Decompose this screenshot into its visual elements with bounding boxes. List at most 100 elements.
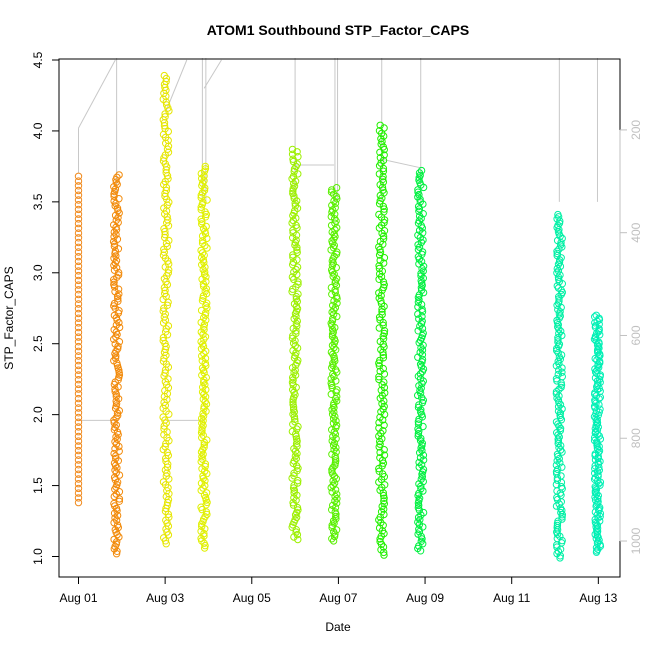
data-point (553, 429, 561, 437)
data-point (198, 426, 206, 435)
data-point (553, 346, 561, 355)
data-point (159, 307, 167, 315)
data-point (74, 361, 83, 370)
data-point (594, 514, 602, 522)
data-point (112, 321, 121, 329)
data-point (113, 173, 121, 182)
data-point (553, 215, 561, 223)
data-point (416, 348, 424, 357)
data-point (74, 234, 83, 242)
data-point (554, 407, 563, 415)
data-point (556, 409, 565, 417)
data-point (161, 113, 169, 121)
data-point (201, 241, 209, 250)
data-points (74, 71, 605, 562)
data-point (197, 527, 205, 535)
data-point (198, 352, 206, 360)
data-point (332, 448, 340, 456)
data-point (415, 525, 423, 533)
data-point (74, 186, 83, 195)
data-point (74, 456, 83, 464)
data-point (291, 241, 299, 249)
y2-tick-label: 600 (629, 325, 643, 345)
data-point (330, 190, 338, 199)
data-point (593, 418, 602, 427)
data-point (556, 446, 565, 454)
data-point (292, 295, 301, 303)
data-point (74, 281, 83, 289)
data-point (331, 412, 339, 421)
data-point (198, 253, 206, 262)
data-point (375, 362, 384, 370)
data-point (328, 266, 336, 274)
data-point (113, 538, 121, 546)
data-point (552, 418, 561, 426)
data-point (330, 439, 339, 447)
data-point (160, 248, 169, 257)
data-point (329, 361, 337, 370)
data-point (332, 292, 341, 301)
data-point (375, 264, 384, 273)
data-point (291, 415, 299, 423)
data-point (74, 432, 83, 441)
y-axis: 1.0 1.5 2.0 2.5 3.0 3.5 4.0 4.5 (31, 51, 60, 565)
data-point (74, 342, 83, 351)
data-point (290, 180, 298, 188)
data-point (289, 187, 297, 195)
data-point (197, 486, 205, 495)
data-point (289, 400, 297, 409)
data-point (375, 467, 383, 475)
data-point (379, 235, 388, 243)
data-point (199, 198, 207, 207)
data-point (74, 177, 83, 185)
data-point (558, 372, 566, 381)
data-point (554, 370, 562, 379)
data-point (419, 451, 428, 459)
data-point (110, 311, 119, 320)
data-point (332, 443, 340, 452)
data-point (554, 357, 562, 366)
data-point (555, 500, 563, 508)
data-point (74, 428, 83, 436)
data-point (198, 220, 206, 228)
data-point (419, 508, 428, 517)
data-point (74, 480, 83, 488)
data-point (331, 279, 339, 287)
data-point (288, 427, 297, 436)
data-point (591, 487, 600, 495)
data-point (111, 466, 119, 474)
x-tick-label: Aug 07 (319, 591, 357, 605)
data-point (553, 301, 561, 309)
data-point (415, 291, 423, 299)
data-point (591, 465, 599, 473)
data-point (74, 314, 83, 322)
data-point (110, 416, 118, 424)
data-point (74, 276, 83, 285)
data-point (596, 405, 604, 413)
data-point (114, 295, 122, 303)
x-tick-label: Aug 05 (233, 591, 271, 605)
data-point (201, 165, 210, 173)
data-point (555, 353, 564, 361)
data-point (165, 260, 173, 268)
data-point (289, 405, 298, 414)
data-point (74, 201, 83, 209)
data-point (418, 355, 427, 364)
data-point (110, 509, 119, 517)
data-point (291, 366, 299, 374)
data-point (74, 219, 83, 228)
data-point (290, 457, 298, 465)
data-point (414, 432, 422, 440)
data-point (332, 512, 340, 521)
data-point (330, 310, 338, 318)
data-point (200, 177, 208, 185)
data-point (74, 319, 83, 327)
data-point (110, 266, 119, 274)
data-point (198, 174, 206, 183)
data-point (328, 426, 336, 434)
data-point (419, 422, 427, 431)
data-point (198, 189, 207, 197)
data-point (380, 208, 388, 216)
data-point (328, 186, 336, 194)
data-point (332, 457, 340, 465)
